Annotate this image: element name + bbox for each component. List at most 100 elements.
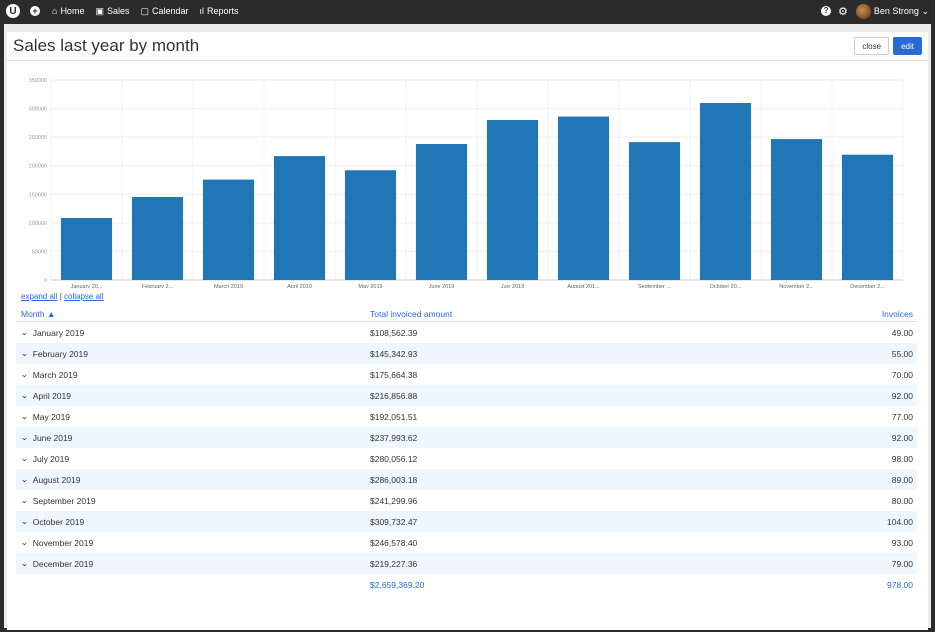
amount-cell: $280,056.12 <box>370 453 418 464</box>
invoices-cell: 92.00 <box>891 432 913 443</box>
expand-all-link[interactable]: expand all <box>21 292 58 301</box>
month-cell[interactable]: ⌄ February 2019 <box>16 349 370 359</box>
month-label: October 2019 <box>32 516 85 527</box>
table-total-row: $2,659,369.20 978.00 <box>16 574 917 595</box>
month-cell[interactable]: ⌄ April 2019 <box>16 391 370 401</box>
month-label: May 2019 <box>32 411 71 422</box>
chevron-down-icon[interactable]: ⌄ <box>20 496 29 505</box>
month-cell[interactable]: ⌄ January 2019 <box>16 328 370 338</box>
gear-icon[interactable]: ⚙ <box>838 5 848 18</box>
nav-sales[interactable]: ▣ Sales <box>95 6 129 17</box>
month-label: March 2019 <box>32 369 78 380</box>
amount-cell: $175,664.38 <box>370 369 418 380</box>
amount-cell: $237,993.62 <box>370 432 418 443</box>
table-row[interactable]: ⌄ May 2019 $192,051.51 77.00 <box>16 406 917 427</box>
table-row[interactable]: ⌄ March 2019 $175,664.38 70.00 <box>16 364 917 385</box>
bar <box>841 154 894 280</box>
close-button[interactable]: close <box>854 37 890 55</box>
y-tick-label: 350000 <box>29 78 47 84</box>
table-row[interactable]: ⌄ February 2019 $145,342.93 55.00 <box>16 343 917 364</box>
chevron-down-icon[interactable]: ⌄ <box>20 349 29 358</box>
month-cell[interactable]: ⌄ December 2019 <box>16 559 370 569</box>
x-tick-label: November 2... <box>779 284 814 288</box>
amount-cell: $192,051.51 <box>370 411 418 422</box>
sales-icon: ▣ <box>95 5 104 16</box>
month-cell[interactable]: ⌄ May 2019 <box>16 412 370 422</box>
add-icon[interactable]: + <box>30 6 40 16</box>
avatar[interactable] <box>855 3 871 19</box>
chevron-down-icon[interactable]: ⌄ <box>20 559 29 568</box>
panel-header: Sales last year by month close edit <box>7 32 928 61</box>
logo-icon[interactable]: U <box>6 4 20 18</box>
table-header: Month ▲ Total invoiced amount Invoices <box>16 306 917 322</box>
month-cell[interactable]: ⌄ March 2019 <box>16 370 370 380</box>
chevron-down-icon[interactable]: ⌄ <box>20 370 29 379</box>
nav-home[interactable]: ⌂ Home <box>52 6 84 16</box>
bar <box>770 139 823 280</box>
collapse-all-link[interactable]: collapse all <box>64 292 104 301</box>
chevron-down-icon[interactable]: ⌄ <box>20 538 29 547</box>
y-tick-label: 50000 <box>32 249 47 255</box>
invoices-cell: 93.00 <box>891 537 913 548</box>
invoices-cell: 104.00 <box>887 516 913 527</box>
month-cell[interactable]: ⌄ October 2019 <box>16 517 370 527</box>
chevron-down-icon[interactable]: ⌄ <box>20 433 29 442</box>
amount-column-header[interactable]: Total invoiced amount <box>370 308 453 319</box>
month-cell[interactable]: ⌄ August 2019 <box>16 475 370 485</box>
bar <box>557 116 610 280</box>
edit-button[interactable]: edit <box>893 37 922 55</box>
nav-calendar[interactable]: ▢ Calendar <box>140 6 188 17</box>
x-tick-label: July 2019 <box>501 284 525 288</box>
month-cell[interactable]: ⌄ September 2019 <box>16 496 370 506</box>
month-label: July 2019 <box>32 453 70 464</box>
chevron-down-icon[interactable]: ⌄ <box>20 454 29 463</box>
invoices-column-header[interactable]: Invoices <box>881 308 913 319</box>
chevron-down-icon[interactable]: ⌄ <box>20 328 29 337</box>
table-row[interactable]: ⌄ January 2019 $108,562.39 49.00 <box>16 322 917 343</box>
main-area: Sales last year by month close edit 0 500… <box>4 24 931 630</box>
x-tick-label: February 2... <box>142 284 174 288</box>
user-menu[interactable]: Ben Strong ⌄ <box>874 6 929 17</box>
help-icon[interactable]: ? <box>821 6 832 16</box>
table-row[interactable]: ⌄ October 2019 $309,732.47 104.00 <box>16 511 917 532</box>
month-label: September 2019 <box>32 495 96 506</box>
table-row[interactable]: ⌄ June 2019 $237,993.62 92.00 <box>16 427 917 448</box>
chevron-down-icon[interactable]: ⌄ <box>20 391 29 400</box>
top-nav-bar: U + ⌂ Home ▣ Sales ▢ Calendar ıl Reports… <box>0 0 935 22</box>
sales-bar-chart: 0 50000 100000 150000 200000 250000 300000 3500… <box>15 72 907 290</box>
invoices-cell: 49.00 <box>891 327 913 338</box>
x-tick-label: October 20... <box>710 284 742 288</box>
table-row[interactable]: ⌄ December 2019 $219,227.36 79.00 <box>16 553 917 574</box>
chart-svg: 0 50000 100000 150000 200000 250000 300000 3500… <box>29 78 904 290</box>
y-tick-label: 250000 <box>29 135 47 141</box>
chevron-down-icon[interactable]: ⌄ <box>20 412 29 421</box>
nav-reports[interactable]: ıl Reports <box>200 6 239 16</box>
chevron-down-icon[interactable]: ⌄ <box>20 517 29 526</box>
y-tick-label: 300000 <box>29 107 47 113</box>
sales-table: Month ▲ Total invoiced amount Invoices ⌄… <box>16 306 917 595</box>
y-tick-label: 200000 <box>29 164 47 170</box>
page-title: Sales last year by month <box>13 36 200 55</box>
bar <box>273 156 326 280</box>
table-row[interactable]: ⌄ April 2019 $216,856.88 92.00 <box>16 385 917 406</box>
table-row[interactable]: ⌄ August 2019 $286,003.18 89.00 <box>16 469 917 490</box>
month-column-header[interactable]: Month ▲ <box>21 308 56 319</box>
table-row[interactable]: ⌄ July 2019 $280,056.12 98.00 <box>16 448 917 469</box>
link-separator: | <box>59 292 62 301</box>
table-row[interactable]: ⌄ November 2019 $246,578.40 93.00 <box>16 532 917 553</box>
month-cell[interactable]: ⌄ July 2019 <box>16 454 370 464</box>
month-cell[interactable]: ⌄ November 2019 <box>16 538 370 548</box>
bar <box>699 103 752 281</box>
amount-cell: $286,003.18 <box>370 474 418 485</box>
y-tick-label: 150000 <box>29 192 47 198</box>
bar <box>202 179 255 280</box>
table-body: ⌄ January 2019 $108,562.39 49.00 ⌄ February 2… <box>16 322 917 574</box>
chevron-down-icon[interactable]: ⌄ <box>20 475 29 484</box>
table-row[interactable]: ⌄ September 2019 $241,299.96 80.00 <box>16 490 917 511</box>
month-cell[interactable]: ⌄ June 2019 <box>16 433 370 443</box>
amount-cell: $241,299.96 <box>370 495 418 506</box>
nav-reports-label: Reports <box>207 6 239 16</box>
x-tick-label: December 2... <box>850 284 885 288</box>
amount-cell: $216,856.88 <box>370 390 418 401</box>
x-tick-label: May 2019 <box>358 284 382 288</box>
